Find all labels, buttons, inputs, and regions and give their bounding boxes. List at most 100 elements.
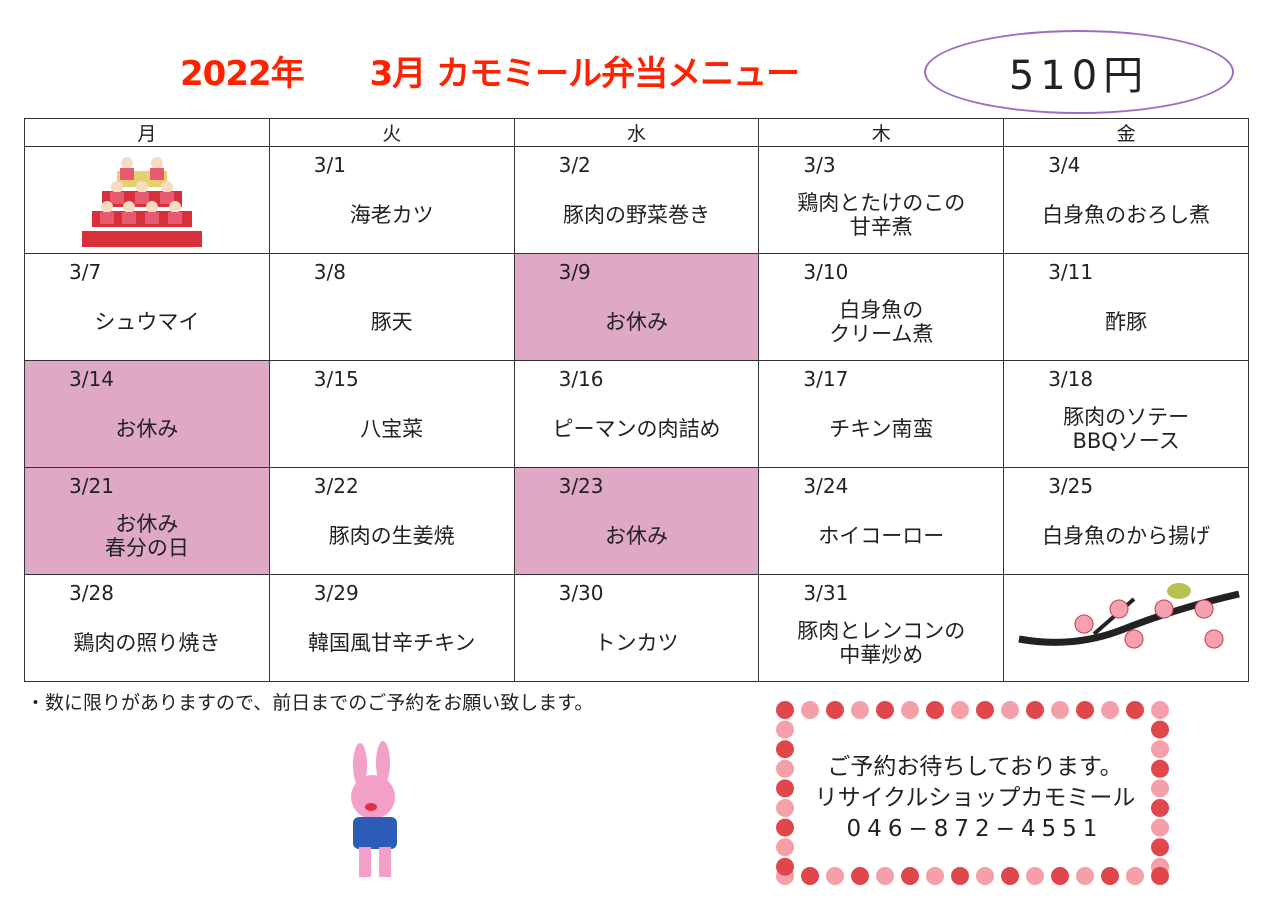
day-cell: 3/24 ホイコーロー xyxy=(758,467,1005,575)
menu-item: 白身魚のから揚げ xyxy=(1042,524,1211,548)
plum-flower-icon xyxy=(1151,701,1169,719)
day-date: 3/21 xyxy=(69,474,114,498)
day-date: 3/14 xyxy=(69,367,114,391)
day-cell: 3/14 お休み xyxy=(24,360,270,468)
plum-flower-icon xyxy=(876,701,894,719)
plum-flower-icon xyxy=(776,838,794,857)
plum-flower-icon xyxy=(776,818,794,837)
day-date: 3/9 xyxy=(558,260,591,284)
day-cell: 3/3 鶏肉とたけのこの 甘辛煮 xyxy=(758,146,1005,254)
plum-flower-icon xyxy=(826,867,844,885)
day-cell: 3/2 豚肉の野菜巻き xyxy=(513,146,760,254)
day-cell: 3/25 白身魚のから揚げ xyxy=(1003,467,1249,575)
plum-flower-icon xyxy=(1126,867,1144,885)
day-date: 3/11 xyxy=(1048,260,1094,284)
day-date: 3/17 xyxy=(803,367,849,391)
day-date: 3/28 xyxy=(69,581,114,605)
plum-flower-icon xyxy=(776,799,794,817)
plum-flower-icon xyxy=(976,867,994,885)
plum-flower-icon xyxy=(1026,701,1044,719)
plum-flower-icon xyxy=(851,701,869,719)
day-cell: 3/28 鶏肉の照り焼き xyxy=(24,574,270,682)
plum-flower-icon xyxy=(1151,779,1169,798)
closed-label: お休み 春分の日 xyxy=(104,512,189,560)
weekday-header: 月 xyxy=(24,118,270,147)
menu-item: シュウマイ xyxy=(94,310,200,334)
menu-item: 豚肉の野菜巻き xyxy=(562,203,710,227)
plum-flower-icon xyxy=(1126,701,1144,719)
rabbit-illustration xyxy=(351,741,397,877)
plum-flower-icon xyxy=(1001,701,1019,719)
plum-flower-icon xyxy=(1076,701,1094,719)
day-cell: 3/17 チキン南蛮 xyxy=(758,360,1005,468)
day-date: 3/1 xyxy=(313,153,346,177)
plum-flower-icon xyxy=(1151,838,1169,857)
day-date: 3/15 xyxy=(313,367,359,391)
day-date: 3/24 xyxy=(803,474,849,498)
price-badge: 510円 xyxy=(924,30,1234,114)
day-date: 3/4 xyxy=(1048,153,1081,177)
plum-flower-border xyxy=(776,701,1169,885)
plum-flower-icon xyxy=(1051,867,1069,885)
menu-item: トンカツ xyxy=(594,631,679,655)
closed-label: お休み xyxy=(115,417,179,441)
plum-flower-icon xyxy=(776,857,794,876)
plum-flower-icon xyxy=(1151,759,1169,778)
weekday-header: 木 xyxy=(758,118,1005,147)
week-row: 3/7 シュウマイ 3/8 豚天 3/9 お休み 3/10 白身魚の クリーム煮 3/11 酢豚 xyxy=(24,253,1249,361)
day-date: 3/23 xyxy=(558,474,604,498)
menu-item: 八宝菜 xyxy=(360,417,424,441)
plum-flower-icon xyxy=(776,779,794,798)
day-cell: 3/16 ピーマンの肉詰め xyxy=(513,360,760,468)
day-date: 3/16 xyxy=(558,367,604,391)
menu-item: チキン南蛮 xyxy=(829,417,934,441)
menu-item: 豚天 xyxy=(370,310,413,334)
menu-item: 白身魚の クリーム煮 xyxy=(829,298,934,346)
plum-flower-icon xyxy=(776,701,794,719)
plum-flower-icon xyxy=(876,867,894,885)
plum-flower-icon xyxy=(976,701,994,719)
day-date: 3/7 xyxy=(69,260,102,284)
plum-flower-icon xyxy=(1076,867,1094,885)
page-title: 2022年 3月 カモミール弁当メニュー xyxy=(180,54,800,94)
plum-flower-icon xyxy=(1101,701,1119,719)
phone-number: 046−872−4551 xyxy=(846,816,1104,842)
image-cell xyxy=(1003,574,1249,682)
day-date: 3/31 xyxy=(803,581,849,605)
day-cell: 3/31 豚肉とレンコンの 中華炒め xyxy=(758,574,1005,682)
day-date: 3/18 xyxy=(1048,367,1094,391)
closed-label: お休み xyxy=(604,310,668,334)
plum-flower-icon xyxy=(951,867,969,885)
plum-flower-icon xyxy=(926,701,944,719)
day-cell: 3/4 白身魚のおろし煮 xyxy=(1003,146,1249,254)
day-cell: 3/21 お休み 春分の日 xyxy=(24,467,270,575)
week-row: 3/21 お休み 春分の日 3/22 豚肉の生姜焼 3/23 お休み 3/24 ホイコーロー 3… xyxy=(24,467,1249,575)
plum-flower-icon xyxy=(926,867,944,885)
plum-flower-icon xyxy=(1151,740,1169,759)
menu-item: 韓国風甘辛チキン xyxy=(308,631,476,655)
menu-item: ピーマンの肉詰め xyxy=(552,417,721,441)
reservation-note: ・数に限りがありますので、前日までのご予約をお願い致します。 xyxy=(26,692,594,714)
plum-flower-icon xyxy=(776,759,794,778)
plum-flower-icon xyxy=(901,701,919,719)
day-date: 3/25 xyxy=(1048,474,1094,498)
menu-item: 酢豚 xyxy=(1105,310,1148,334)
plum-flower-icon xyxy=(776,720,794,739)
plum-flower-icon xyxy=(1151,867,1169,885)
day-cell: 3/29 韓国風甘辛チキン xyxy=(268,574,515,682)
menu-item: 鶏肉の照り焼き xyxy=(73,631,221,655)
plum-flower-icon xyxy=(1051,701,1069,719)
day-cell: 3/10 白身魚の クリーム煮 xyxy=(758,253,1005,361)
plum-flower-icon xyxy=(801,867,819,885)
week-row: 3/14 お休み 3/15 八宝菜 3/16 ピーマンの肉詰め 3/17 チキン南蛮 3/18 豚… xyxy=(24,360,1249,468)
plum-branch-icon xyxy=(1018,583,1240,649)
day-cell: 3/18 豚肉のソテー BBQソース xyxy=(1003,360,1249,468)
day-date: 3/22 xyxy=(313,474,359,498)
menu-item: 鶏肉とたけのこの 甘辛煮 xyxy=(797,191,966,239)
menu-item: 白身魚のおろし煮 xyxy=(1042,203,1211,227)
plum-flower-icon xyxy=(801,701,819,719)
hina-dolls-icon xyxy=(82,157,202,247)
day-cell: 3/7 シュウマイ xyxy=(24,253,270,361)
plum-flower-icon xyxy=(826,701,844,719)
plum-flower-icon xyxy=(851,867,869,885)
